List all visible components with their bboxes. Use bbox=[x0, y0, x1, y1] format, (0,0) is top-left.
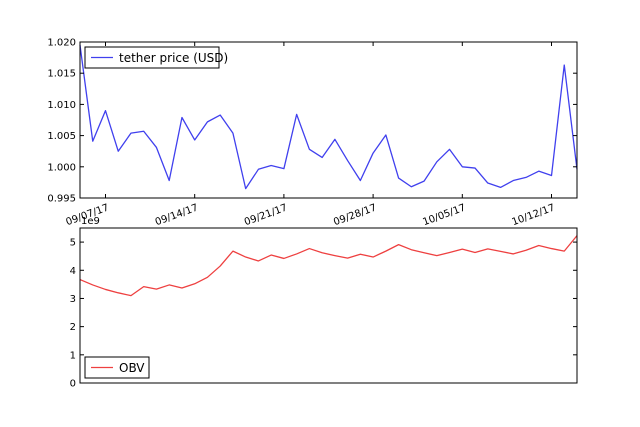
axes-frame bbox=[79, 41, 578, 199]
y-tick-label: 1.005 bbox=[47, 131, 76, 142]
y-tick-label: 1.010 bbox=[47, 100, 76, 111]
legend-label: OBV bbox=[119, 361, 145, 375]
legend-box bbox=[84, 356, 150, 379]
y-tick-label: 4 bbox=[70, 266, 76, 277]
y-offset-label: 1e9 bbox=[81, 216, 100, 227]
x-tick-label: 09/14/17 bbox=[154, 202, 200, 228]
y-tick-label: 5 bbox=[70, 238, 76, 249]
legend-box bbox=[84, 46, 220, 69]
y-tick-label: 0 bbox=[70, 379, 76, 390]
axes-frame bbox=[79, 227, 578, 384]
legend-label: tether price (USD) bbox=[119, 51, 228, 65]
x-tick-label: 09/28/17 bbox=[332, 202, 378, 228]
y-tick-label: 1 bbox=[70, 350, 76, 361]
series-line-tether-price bbox=[79, 45, 578, 190]
obv-chart: 0 1 2 3 4 5 1e9 OBV bbox=[70, 216, 578, 390]
y-tick-label: 3 bbox=[70, 294, 76, 305]
series-line-obv bbox=[79, 235, 578, 297]
y-tick-label: 1.015 bbox=[47, 69, 76, 80]
x-tick-label: 09/21/17 bbox=[243, 202, 289, 228]
x-tick-label: 10/12/17 bbox=[511, 202, 557, 228]
y-tick-label: 2 bbox=[70, 322, 76, 333]
price-legend: tether price (USD) bbox=[84, 46, 228, 69]
y-tick-label: 1.000 bbox=[47, 162, 76, 173]
x-tick-label: 10/05/17 bbox=[421, 202, 467, 228]
y-tick-label: 0.995 bbox=[47, 194, 76, 205]
obv-legend: OBV bbox=[84, 356, 150, 379]
y-tick-label: 1.020 bbox=[47, 38, 76, 49]
